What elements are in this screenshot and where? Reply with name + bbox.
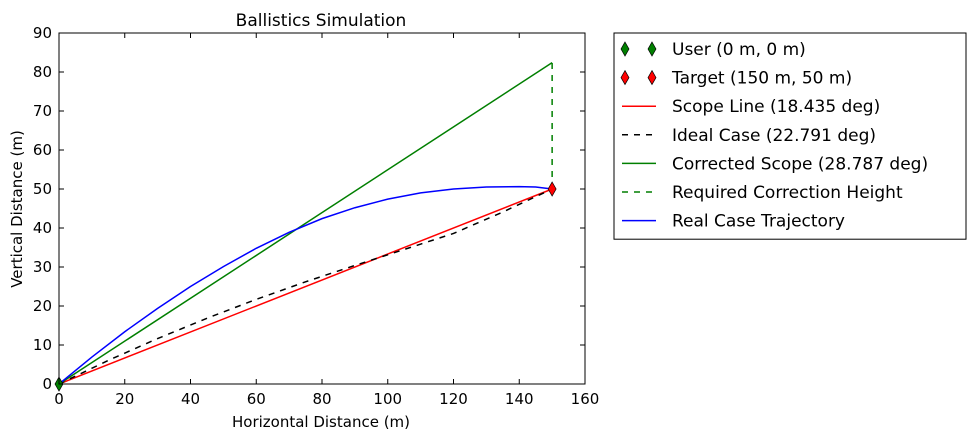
y-tick-label: 30 — [33, 258, 52, 276]
y-tick-label: 90 — [33, 24, 52, 42]
y-tick-label: 70 — [33, 102, 52, 120]
legend-box — [613, 32, 967, 240]
legend-label: Required Correction Height — [672, 183, 903, 203]
legend-label: Real Case Trajectory — [672, 212, 845, 232]
y-tick-label: 80 — [33, 63, 52, 81]
x-tick-label: 140 — [505, 390, 534, 408]
legend-label: Target (150 m, 50 m) — [671, 69, 852, 89]
legend-label: Scope Line (18.435 deg) — [672, 97, 880, 117]
y-tick-label: 20 — [33, 297, 52, 315]
legend: User (0 m, 0 m) Target (150 m, 50 m) Scope… — [613, 32, 967, 240]
legend-marker — [647, 41, 657, 57]
legend-label: Ideal Case (22.791 deg) — [672, 126, 876, 146]
x-axis-label: Horizontal Distance (m) — [232, 413, 410, 431]
x-tick-label: 20 — [115, 390, 134, 408]
x-tick-label: 160 — [571, 390, 600, 408]
y-tick-label: 0 — [42, 375, 52, 393]
legend-marker — [647, 69, 657, 86]
legend-label: Corrected Scope (28.787 deg) — [672, 154, 928, 174]
legend-marker — [620, 41, 630, 57]
y-tick-label: 40 — [33, 219, 52, 237]
series-line-ideal-case-22-791-deg — [58, 188, 553, 385]
series-line-real-case-trajectory — [58, 185, 553, 385]
series-line-corrected-scope-28-787-deg — [58, 62, 553, 385]
series-line-scope-line-18-435-deg — [58, 188, 553, 385]
y-tick-label: 10 — [33, 336, 52, 354]
plot-content — [54, 62, 557, 392]
chart-title: Ballistics Simulation — [236, 11, 407, 31]
marker-target-150-m-50-m — [547, 181, 557, 197]
y-tick-label: 50 — [33, 180, 52, 198]
x-tick-label: 80 — [312, 390, 331, 408]
x-tick-label: 100 — [373, 390, 402, 408]
x-tick-label: 60 — [247, 390, 266, 408]
y-axis-label: Vertical Distance (m) — [8, 130, 26, 288]
y-tick-label: 60 — [33, 141, 52, 159]
x-tick-label: 0 — [54, 390, 64, 408]
plot-frame — [58, 32, 586, 385]
legend-marker — [620, 69, 630, 86]
x-tick-label: 120 — [439, 390, 468, 408]
x-tick-label: 40 — [181, 390, 200, 408]
legend-label: User (0 m, 0 m) — [672, 40, 806, 60]
